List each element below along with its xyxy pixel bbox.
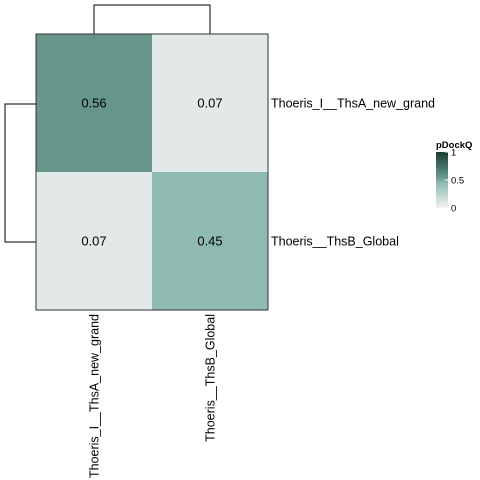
column-labels: Thoeris_I__ThsA_new_grand Thoeris__ThsB_G… xyxy=(88,314,218,478)
row-dendrogram xyxy=(4,103,36,243)
cell-value-labels: 0.56 0.07 0.07 0.45 xyxy=(81,96,222,249)
row-label-0: Thoeris_I__ThsA_new_grand xyxy=(271,97,435,111)
heatmap-cell-0-1 xyxy=(152,34,268,172)
column-dendrogram xyxy=(93,4,211,34)
legend-title: pDockQ xyxy=(436,140,472,151)
heatmap-cells xyxy=(36,34,268,310)
legend-tick-label-1: 0.5 xyxy=(451,176,464,187)
legend-tick-label-2: 1 xyxy=(451,148,456,159)
heatmap-cell-1-0 xyxy=(36,172,152,310)
cell-value-0-1: 0.07 xyxy=(197,96,222,111)
cell-value-1-1: 0.45 xyxy=(197,234,222,249)
column-label-1: Thoeris__ThsB_Global xyxy=(204,314,218,442)
legend: pDockQ 00.51 xyxy=(436,140,472,215)
heatmap-cell-1-1 xyxy=(152,172,268,310)
heatmap-cell-0-0 xyxy=(36,34,152,172)
legend-tick-label-0: 0 xyxy=(451,204,456,215)
column-label-0: Thoeris_I__ThsA_new_grand xyxy=(88,314,102,478)
cell-value-0-0: 0.56 xyxy=(81,96,106,111)
cell-value-1-0: 0.07 xyxy=(81,234,106,249)
legend-colorbar xyxy=(436,152,448,208)
dendrograms xyxy=(4,4,211,243)
row-labels: Thoeris_I__ThsA_new_grand Thoeris__ThsB_G… xyxy=(271,97,435,249)
row-label-1: Thoeris__ThsB_Global xyxy=(271,235,399,249)
heatmap-border xyxy=(35,33,269,311)
legend-ticks: 00.51 xyxy=(445,148,464,215)
